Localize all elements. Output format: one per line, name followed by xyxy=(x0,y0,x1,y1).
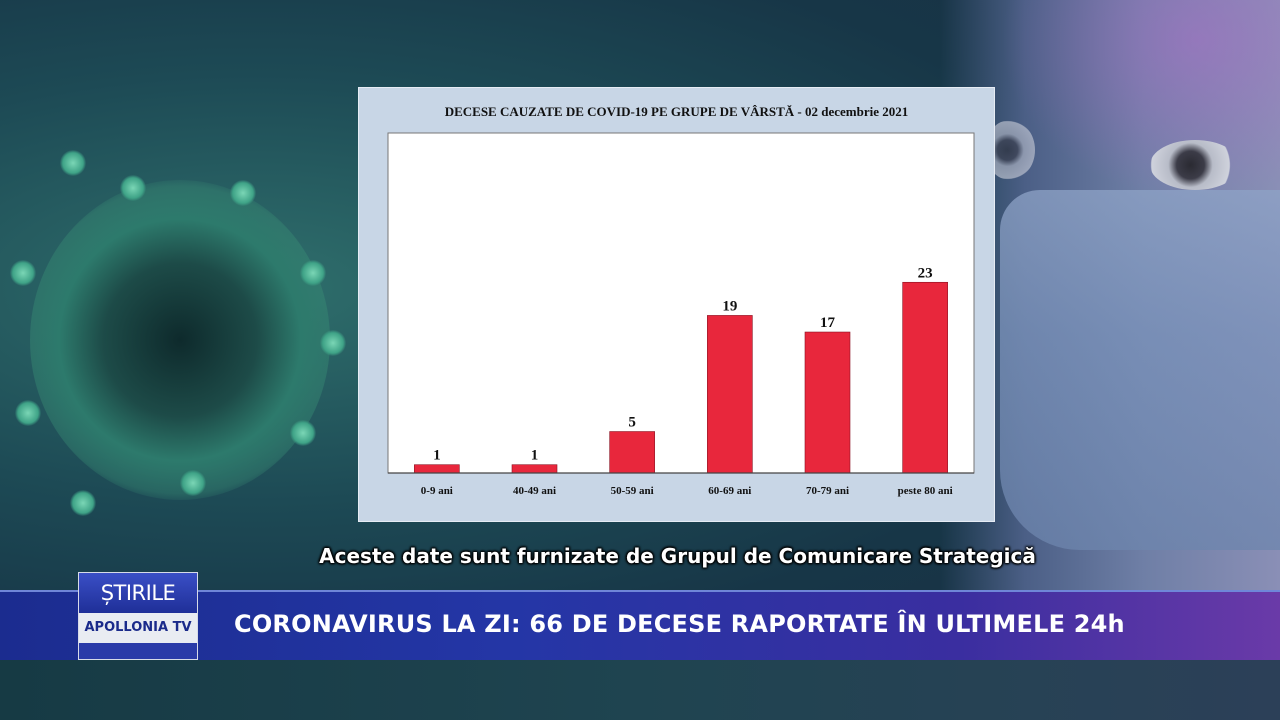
bar xyxy=(609,431,655,474)
chart-title: DECESE CAUZATE DE COVID-19 PE GRUPE DE V… xyxy=(444,104,909,119)
bar xyxy=(511,464,558,474)
data-label: 23 xyxy=(918,265,933,281)
eye-image xyxy=(1150,140,1240,190)
channel-logo: ȘTIRILE APOLLONIA TV xyxy=(78,572,198,660)
subtitle-caption: Aceste date sunt furnizate de Grupul de … xyxy=(319,544,1036,568)
chart-panel: DECESE CAUZATE DE COVID-19 PE GRUPE DE V… xyxy=(358,87,995,522)
data-label: 19 xyxy=(722,298,737,314)
bar xyxy=(902,281,948,474)
logo-title: ȘTIRILE xyxy=(79,573,197,613)
bar xyxy=(707,315,753,474)
bar xyxy=(804,331,851,474)
bar xyxy=(414,464,460,474)
news-ticker xyxy=(0,590,1280,660)
ticker-headline: CORONAVIRUS LA ZI: 66 DE DECESE RAPORTAT… xyxy=(234,610,1125,638)
data-label: 1 xyxy=(433,448,441,464)
virus-spike xyxy=(320,330,346,356)
bottom-band xyxy=(0,660,1280,720)
virus-spike xyxy=(70,490,96,516)
face-mask-image xyxy=(1000,190,1280,550)
virus-spike xyxy=(180,470,206,496)
virus-spike xyxy=(290,420,316,446)
x-tick-label: peste 80 ani xyxy=(898,485,953,497)
logo-channel-name: APOLLONIA TV xyxy=(79,613,197,643)
virus-spike xyxy=(300,260,326,286)
data-label: 17 xyxy=(820,315,836,331)
x-tick-label: 60-69 ani xyxy=(708,485,751,497)
virus-spike xyxy=(230,180,256,206)
x-tick-label: 40-49 ani xyxy=(513,485,556,497)
x-tick-label: 50-59 ani xyxy=(611,485,654,497)
virus-spike xyxy=(60,150,86,176)
plot-area xyxy=(387,132,975,474)
ticker-divider xyxy=(0,590,1280,592)
virus-spike xyxy=(15,400,41,426)
logo-strip xyxy=(79,643,197,659)
x-tick-label: 70-79 ani xyxy=(806,485,849,497)
x-tick-label: 0-9 ani xyxy=(421,485,453,497)
bar-chart: 1 0-9 ani 1 40-49 ani 5 50-59 ani 19 60-69 ani 1… xyxy=(387,132,975,497)
virus-illustration xyxy=(30,180,330,500)
data-label: 1 xyxy=(531,448,539,464)
data-label: 5 xyxy=(628,415,636,431)
virus-spike xyxy=(10,260,36,286)
virus-spike xyxy=(120,175,146,201)
